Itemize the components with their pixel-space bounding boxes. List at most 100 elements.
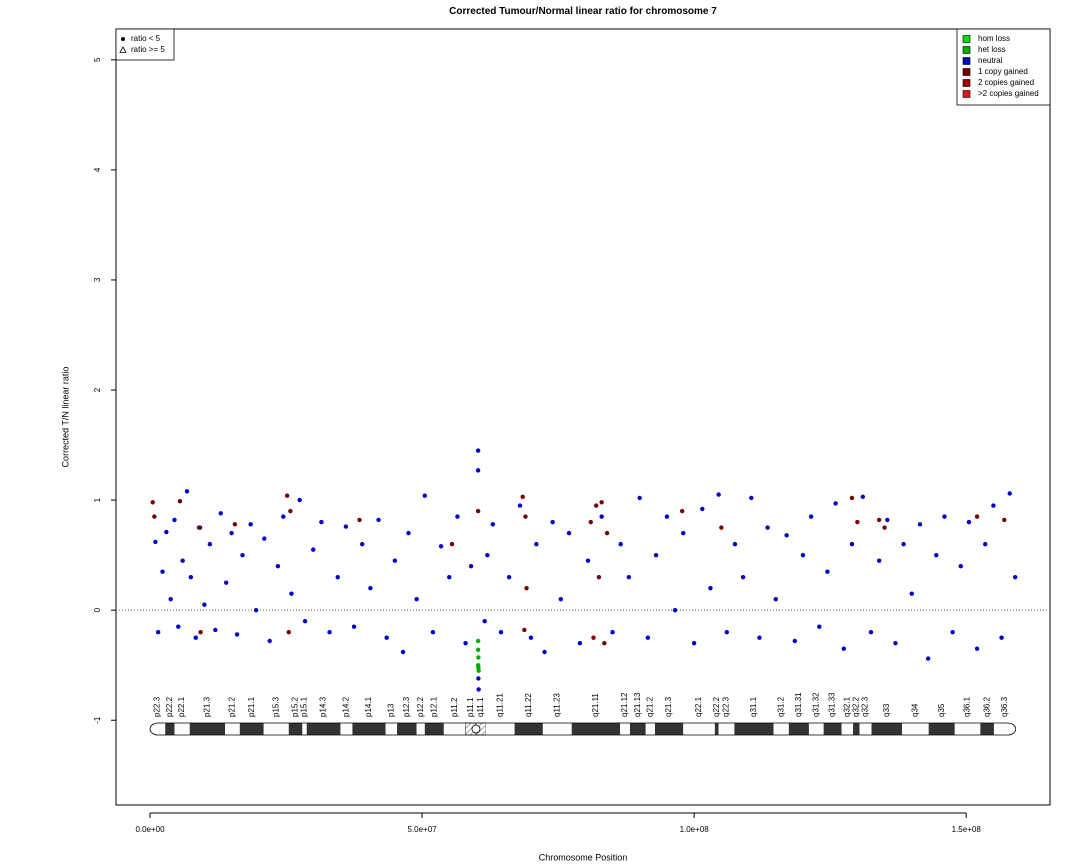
- y-tick-label: 4: [93, 167, 102, 172]
- data-point: [384, 635, 389, 640]
- cytoband-label: q36.1: [963, 696, 972, 717]
- legend-swatch: [962, 46, 971, 54]
- cytoband-label: p15.3: [271, 696, 280, 717]
- data-point: [476, 687, 481, 692]
- data-point: [468, 563, 474, 569]
- shape-legend: ratio < 5 ratio >= 5: [115, 28, 175, 61]
- data-point: [1012, 574, 1018, 580]
- data-point: [482, 618, 487, 624]
- legend-box: [115, 28, 175, 61]
- data-point: [550, 519, 555, 525]
- data-point: [240, 552, 245, 558]
- cytoband: [340, 723, 353, 735]
- cytoband-label: p12.1: [429, 696, 438, 717]
- legend-box: [956, 28, 1051, 106]
- cytoband: [993, 723, 1016, 735]
- data-point: [528, 635, 534, 640]
- data-point: [281, 514, 286, 519]
- legend-swatch: [962, 79, 971, 87]
- data-point: [974, 646, 980, 651]
- cytoband-label: q21.13: [633, 692, 642, 717]
- data-point: [288, 508, 293, 514]
- legend-swatch: [962, 57, 971, 65]
- legend-label: neutral: [978, 56, 1003, 65]
- cytoband: [808, 723, 824, 735]
- data-point: [267, 638, 272, 644]
- cytoband: [734, 723, 774, 735]
- data-point: [991, 503, 996, 508]
- data-point: [773, 596, 778, 602]
- cytoband: [397, 723, 417, 735]
- cytoband: [174, 723, 190, 735]
- data-point: [523, 514, 528, 519]
- legend-label: het loss: [978, 45, 1006, 54]
- data-point: [893, 640, 898, 646]
- data-point: [368, 585, 373, 591]
- data-point: [784, 533, 789, 538]
- data-point: [150, 500, 155, 505]
- data-point: [297, 497, 302, 503]
- cytoband-label: q35: [937, 703, 946, 717]
- data-point: [868, 629, 874, 635]
- data-point: [284, 493, 290, 498]
- data-point: [455, 514, 460, 519]
- data-point: [566, 530, 572, 536]
- data-point: [917, 522, 923, 527]
- cytoband: [788, 723, 809, 735]
- data-point: [498, 629, 504, 635]
- data-point: [520, 494, 525, 500]
- cytoband: [352, 723, 386, 735]
- cytoband-label: q21.2: [645, 696, 654, 717]
- cytoband-label: q22.1: [694, 696, 703, 717]
- data-point: [599, 514, 604, 519]
- data-point: [376, 517, 381, 523]
- data-point: [593, 503, 599, 508]
- legend-symbol: [119, 46, 127, 53]
- data-point: [193, 635, 198, 640]
- cytoband: [853, 723, 860, 735]
- cytoband-label: p15.2: [291, 696, 300, 717]
- data-point: [637, 495, 642, 501]
- data-point: [901, 541, 906, 547]
- cytoband-label: q31.1: [749, 696, 758, 717]
- cytoband: [424, 723, 444, 735]
- data-point: [534, 541, 539, 547]
- cytoband: [645, 723, 655, 735]
- cytoband: [683, 723, 715, 735]
- data-point: [476, 665, 481, 670]
- color-legend: hom loss het loss neutral 1 copy gained 2 co…: [956, 28, 1051, 106]
- cytoband: [485, 723, 515, 735]
- cytoband-label: q32.2: [851, 696, 860, 717]
- data-point: [522, 627, 527, 633]
- plot-layer: -1 0 1 2 3 4 5 0.0e+00 5.0e+07 1.0e+08 1.5e+08 p22.…: [93, 57, 1050, 834]
- data-point: [406, 530, 411, 536]
- cytoband: [823, 723, 842, 735]
- data-point: [160, 569, 165, 574]
- data-point: [585, 558, 591, 563]
- cytoband-label: p11.1: [466, 697, 475, 717]
- legend-swatch: [962, 90, 971, 98]
- chart-title: Corrected Tumour/Normal linear ratio for…: [449, 6, 717, 17]
- cytoband-label: p21.3: [203, 696, 212, 717]
- cytoband: [416, 723, 425, 735]
- legend-symbol: [121, 37, 125, 41]
- data-point: [833, 501, 838, 506]
- cytoband-label: p21.2: [228, 696, 237, 717]
- data-point: [983, 541, 988, 547]
- data-point: [223, 580, 229, 585]
- data-point: [604, 530, 610, 536]
- cytoband: [571, 723, 621, 735]
- data-point: [808, 514, 814, 519]
- cytoband-label: p14.1: [364, 696, 373, 717]
- y-tick-label: 5: [93, 57, 102, 62]
- data-point: [400, 649, 406, 655]
- legend-label: 2 copies gained: [978, 78, 1034, 87]
- cytoband-label: p22.2: [165, 696, 174, 717]
- data-point: [618, 541, 623, 547]
- legend-label: ratio >= 5: [131, 45, 165, 54]
- cytoband-label: q33: [882, 703, 891, 717]
- data-point: [942, 514, 947, 519]
- data-point: [253, 607, 259, 613]
- ideogram-outline: [149, 722, 1017, 736]
- cytoband: [514, 723, 543, 735]
